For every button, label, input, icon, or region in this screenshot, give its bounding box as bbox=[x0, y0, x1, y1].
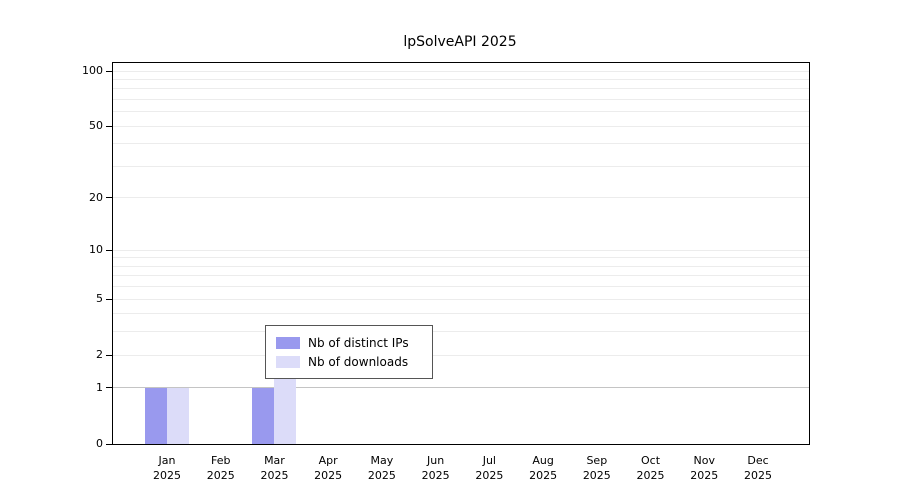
x-tick-label-dec: Dec 2025 bbox=[726, 453, 790, 483]
legend-swatch bbox=[276, 355, 300, 368]
bar-jan-downloads bbox=[167, 387, 189, 444]
month-label: Jan bbox=[158, 454, 176, 467]
x-tick-label-jun: Jun 2025 bbox=[404, 453, 468, 483]
month-label: Oct bbox=[641, 454, 661, 467]
year-label: 2025 bbox=[153, 469, 181, 482]
y-tick-mark bbox=[106, 298, 112, 300]
x-tick-label-sep: Sep 2025 bbox=[565, 453, 629, 483]
gridline-50 bbox=[113, 125, 809, 127]
gridline-40 bbox=[113, 143, 809, 145]
year-label: 2025 bbox=[475, 469, 504, 482]
y-tick-mark bbox=[106, 70, 112, 72]
y-tick-label: 100 bbox=[82, 64, 103, 77]
gridline-3 bbox=[113, 331, 809, 333]
year-label: 2025 bbox=[690, 469, 719, 482]
month-label: Dec bbox=[747, 454, 769, 467]
gridline-6 bbox=[113, 286, 809, 288]
x-tick-label-jan: Jan 2025 bbox=[135, 453, 199, 483]
x-tick-label-may: May 2025 bbox=[350, 453, 414, 483]
gridline-60 bbox=[113, 111, 809, 113]
gridline-90 bbox=[113, 78, 809, 80]
legend-row: Nb of distinct IPs bbox=[276, 333, 422, 352]
year-label: 2025 bbox=[260, 469, 289, 482]
year-label: 2025 bbox=[529, 469, 558, 482]
legend-label: Nb of downloads bbox=[308, 354, 409, 369]
y-tick-label: 10 bbox=[89, 243, 103, 257]
gridline-1 bbox=[113, 387, 809, 389]
y-tick-mark bbox=[106, 125, 112, 127]
y-tick-label: 20 bbox=[89, 190, 103, 204]
x-tick-label-mar: Mar 2025 bbox=[242, 453, 306, 483]
y-tick-mark bbox=[106, 249, 112, 251]
gridline-8 bbox=[113, 265, 809, 267]
y-tick-mark bbox=[106, 354, 112, 356]
y-tick-mark bbox=[106, 387, 112, 389]
month-label: May bbox=[370, 454, 394, 467]
month-label: Nov bbox=[693, 454, 715, 467]
x-tick-label-oct: Oct 2025 bbox=[619, 453, 683, 483]
gridline-30 bbox=[113, 165, 809, 167]
gridline-4 bbox=[113, 313, 809, 315]
legend-row: Nb of downloads bbox=[276, 352, 422, 371]
month-label: Mar bbox=[264, 454, 285, 467]
gridline-80 bbox=[113, 88, 809, 90]
year-label: 2025 bbox=[582, 469, 611, 482]
x-tick-label-aug: Aug 2025 bbox=[511, 453, 575, 483]
year-label: 2025 bbox=[421, 469, 450, 482]
y-tick-label: 1 bbox=[96, 380, 103, 394]
year-label: 2025 bbox=[206, 469, 235, 482]
gridline-20 bbox=[113, 197, 809, 199]
legend-swatch bbox=[276, 336, 300, 349]
legend: Nb of distinct IPs Nb of downloads bbox=[265, 325, 433, 379]
plot-area: 0 1 2 5 10 20 50 100 Jan 2025 Feb 2025 Mar 2025 Apr 202… bbox=[82, 62, 810, 482]
year-label: 2025 bbox=[314, 469, 343, 482]
gridline-70 bbox=[113, 98, 809, 100]
legend-label: Nb of distinct IPs bbox=[308, 335, 409, 350]
gridline-100 bbox=[113, 70, 809, 72]
month-label: Jul bbox=[482, 454, 496, 467]
x-tick-label-jul: Jul 2025 bbox=[457, 453, 521, 483]
gridline-2 bbox=[113, 354, 809, 356]
y-tick-mark bbox=[106, 197, 112, 199]
year-label: 2025 bbox=[744, 469, 772, 482]
month-label: Apr bbox=[318, 454, 338, 467]
month-label: Feb bbox=[210, 454, 231, 467]
gridline-10 bbox=[113, 249, 809, 251]
month-label: Sep bbox=[586, 454, 608, 467]
year-label: 2025 bbox=[636, 469, 665, 482]
gridline-9 bbox=[113, 257, 809, 259]
gridline-5 bbox=[113, 298, 809, 300]
month-label: Aug bbox=[532, 454, 554, 467]
x-tick-label-apr: Apr 2025 bbox=[296, 453, 360, 483]
y-tick-label: 5 bbox=[96, 292, 103, 306]
bar-jan-distinct-ips bbox=[145, 387, 167, 444]
gridline-7 bbox=[113, 275, 809, 277]
bar-mar-distinct-ips bbox=[252, 387, 275, 444]
year-label: 2025 bbox=[367, 469, 396, 482]
x-tick-label-feb: Feb 2025 bbox=[189, 453, 253, 483]
x-tick-label-nov: Nov 2025 bbox=[672, 453, 736, 483]
chart-title: lpSolveAPI 2025 bbox=[403, 34, 517, 50]
month-label: Jun bbox=[427, 454, 445, 467]
y-tick-mark bbox=[106, 443, 112, 445]
y-tick-label: 2 bbox=[96, 348, 103, 362]
y-tick-label: 0 bbox=[96, 437, 103, 450]
y-tick-label: 50 bbox=[89, 119, 103, 133]
